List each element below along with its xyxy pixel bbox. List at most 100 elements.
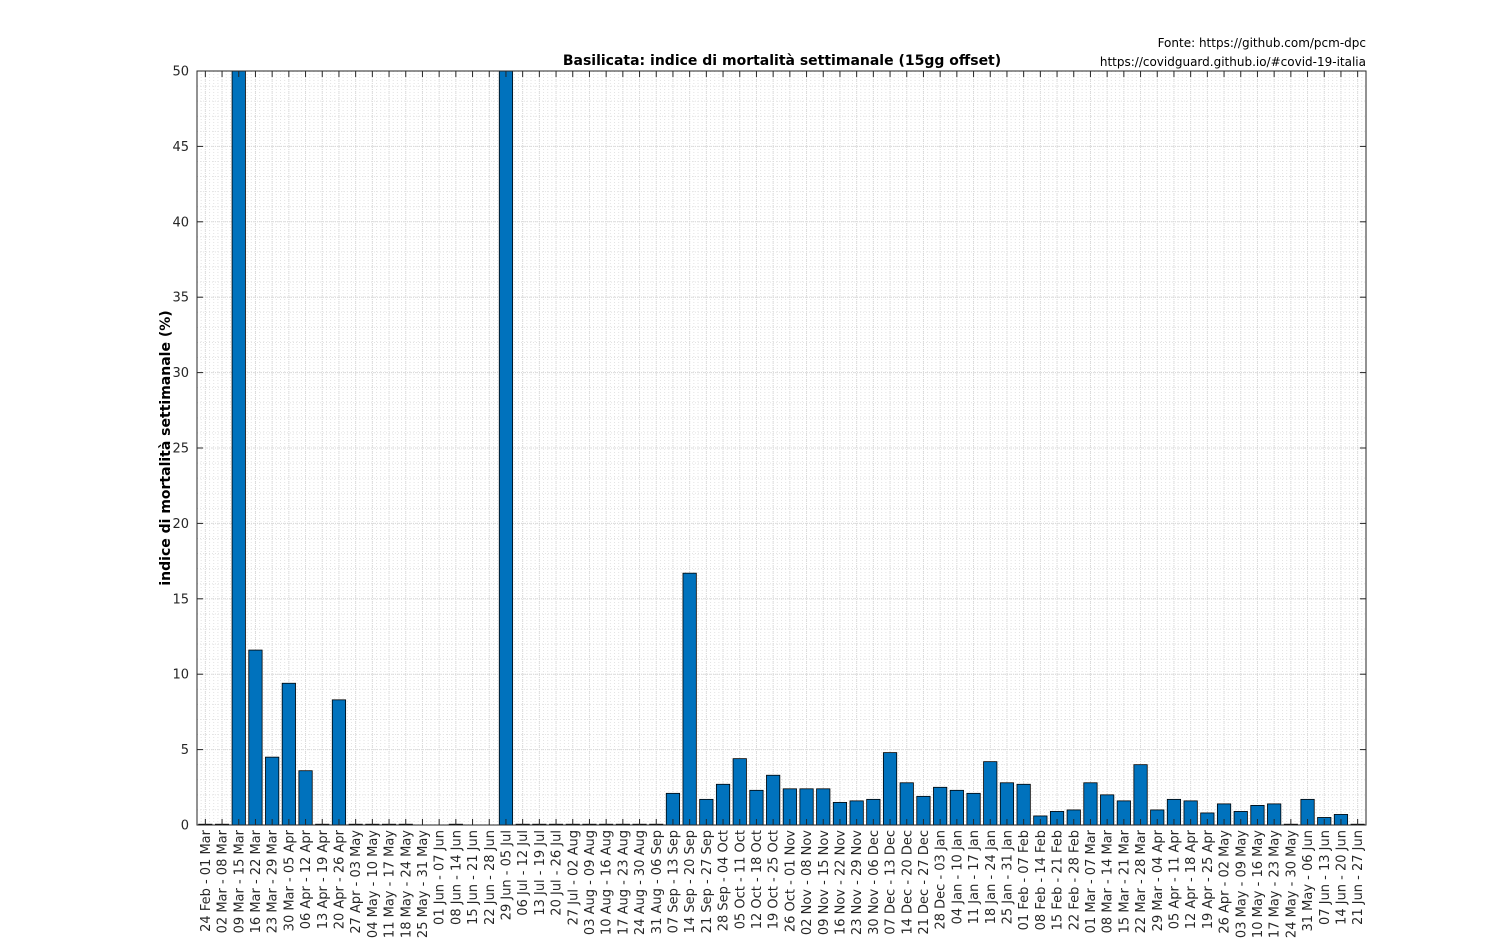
bar <box>1133 764 1148 826</box>
bar <box>766 774 781 826</box>
x-tick-label: 14 Dec - 20 Dec <box>900 830 915 935</box>
x-tick-label: 17 May - 23 May <box>1268 830 1283 938</box>
x-tick-label: 24 May - 30 May <box>1284 830 1299 938</box>
x-tick-label: 03 Aug - 09 Aug <box>583 830 598 935</box>
x-tick-label: 10 Aug - 16 Aug <box>600 830 615 935</box>
x-tick-label: 27 Apr - 03 May <box>349 830 364 934</box>
bar <box>682 572 697 826</box>
bar <box>999 782 1015 826</box>
x-tick-label: 20 Jul - 26 Jul <box>550 830 565 916</box>
x-tick-label: 04 Jan - 10 Jan <box>950 830 965 924</box>
x-tick-label: 13 Jul - 19 Jul <box>533 830 548 916</box>
x-tick-label: 26 Apr - 02 May <box>1218 830 1233 934</box>
y-tick-label: 20 <box>172 517 189 532</box>
bar <box>983 761 998 826</box>
x-tick-label: 13 Apr - 19 Apr <box>316 829 331 929</box>
x-tick-label: 26 Oct - 01 Nov <box>783 830 798 932</box>
x-tick-label: 08 Mar - 14 Mar <box>1101 829 1116 933</box>
bar <box>281 682 296 826</box>
x-tick-label: 23 Mar - 29 Mar <box>266 829 281 933</box>
y-axis-label: indice di mortalità settimanale (%) <box>158 310 174 585</box>
x-tick-labels: 24 Feb - 01 Mar 02 Mar - 08 Mar 09 Mar - 1… <box>199 829 1366 938</box>
x-tick-label: 30 Nov - 06 Dec <box>867 830 882 935</box>
x-tick-label: 28 Dec - 03 Jan <box>934 830 949 930</box>
source-line-2: https://covidguard.github.io/#covid-19-i… <box>1100 55 1366 69</box>
y-tick-label: 5 <box>181 743 189 758</box>
bar <box>882 752 898 826</box>
x-tick-label: 08 Feb - 14 Feb <box>1034 830 1049 930</box>
y-tick-label: 0 <box>181 819 189 834</box>
x-tick-label: 21 Sep - 27 Sep <box>700 830 715 933</box>
chart-title: Basilicata: indice di mortalità settiman… <box>563 53 1001 69</box>
x-tick-label: 01 Mar - 07 Mar <box>1084 829 1099 933</box>
bar-series <box>198 70 1365 826</box>
bar <box>498 70 514 826</box>
major-grid <box>197 70 1366 826</box>
x-tick-label: 10 May - 16 May <box>1251 830 1266 938</box>
bar <box>298 770 313 826</box>
x-tick-label: 05 Oct - 11 Oct <box>733 830 748 929</box>
x-tick-label: 07 Sep - 13 Sep <box>666 830 681 933</box>
x-tick-label: 14 Jun - 20 Jun <box>1334 830 1349 925</box>
x-tick-label: 07 Jun - 13 Jun <box>1318 830 1333 925</box>
bar <box>331 699 347 826</box>
x-tick-label: 07 Dec - 13 Dec <box>884 830 899 935</box>
x-tick-label: 21 Jun - 27 Jun <box>1351 830 1366 925</box>
bar <box>265 756 280 826</box>
x-tick-label: 04 May - 10 May <box>366 830 381 938</box>
y-tick-label: 30 <box>172 366 189 381</box>
x-tick-label: 31 May - 06 Jun <box>1301 830 1316 932</box>
x-tick-label: 09 Mar - 15 Mar <box>232 829 247 933</box>
x-tick-label: 29 Jun - 05 Jul <box>499 830 514 920</box>
x-tick-label: 22 Mar - 28 Mar <box>1134 829 1149 933</box>
x-tick-label: 21 Dec - 27 Dec <box>917 830 932 935</box>
x-tick-label: 15 Jun - 21 Jun <box>466 830 481 925</box>
x-tick-label: 11 Jan - 17 Jan <box>967 830 982 924</box>
x-tick-label: 24 Feb - 01 Mar <box>199 829 214 932</box>
bar <box>899 782 914 826</box>
axes <box>196 70 1367 826</box>
x-tick-label: 31 Aug - 06 Sep <box>650 830 665 934</box>
x-tick-label: 29 Mar - 04 Apr <box>1151 829 1166 931</box>
y-tick-labels: 0 5 10 15 20 25 30 35 40 45 50 <box>172 65 189 834</box>
y-tick-label: 15 <box>172 592 189 607</box>
x-tick-label: 16 Nov - 22 Nov <box>833 830 848 935</box>
bar <box>1083 782 1098 826</box>
x-tick-label: 06 Apr - 12 Apr <box>299 829 314 929</box>
x-tick-label: 22 Feb - 28 Feb <box>1067 830 1082 930</box>
x-tick-label: 06 Jul - 12 Jul <box>516 830 531 916</box>
bar <box>1016 783 1031 826</box>
y-tick-label: 25 <box>172 442 189 457</box>
x-tick-label: 22 Jun - 28 Jun <box>483 830 498 925</box>
x-tick-label: 25 May - 31 May <box>416 830 431 938</box>
x-tick-label: 23 Nov - 29 Nov <box>850 830 865 935</box>
bar <box>231 70 246 826</box>
x-tick-label: 14 Sep - 20 Sep <box>683 830 698 933</box>
x-tick-label: 24 Aug - 30 Aug <box>633 830 648 935</box>
y-tick-label: 45 <box>172 140 189 155</box>
y-tick-label: 50 <box>172 65 189 80</box>
x-tick-label: 18 Jan - 24 Jan <box>984 830 999 924</box>
x-tick-label: 11 May - 17 May <box>383 830 398 938</box>
x-tick-label: 16 Mar - 22 Mar <box>249 829 264 933</box>
x-tick-label: 12 Apr - 18 Apr <box>1184 829 1199 929</box>
bar <box>732 758 747 826</box>
x-tick-label: 19 Apr - 25 Apr <box>1201 829 1216 929</box>
x-tick-label: 15 Feb - 21 Feb <box>1051 830 1066 930</box>
x-tick-label: 12 Oct - 18 Oct <box>750 830 765 929</box>
bar <box>248 649 263 826</box>
x-tick-label: 01 Feb - 07 Feb <box>1017 830 1032 930</box>
x-tick-label: 01 Jun - 07 Jun <box>433 830 448 925</box>
y-tick-label: 40 <box>172 215 189 230</box>
x-tick-label: 09 Nov - 15 Nov <box>817 830 832 935</box>
x-tick-label: 02 Nov - 08 Nov <box>800 830 815 935</box>
x-tick-label: 28 Sep - 04 Oct <box>717 830 732 931</box>
x-tick-label: 19 Oct - 25 Oct <box>767 830 782 929</box>
bar <box>715 783 731 826</box>
x-tick-label: 03 May - 09 May <box>1234 830 1249 938</box>
x-tick-label: 08 Jun - 14 Jun <box>449 830 464 925</box>
x-tick-label: 30 Mar - 05 Apr <box>282 829 297 931</box>
x-tick-label: 05 Apr - 11 Apr <box>1167 829 1182 929</box>
x-tick-label: 15 Mar - 21 Mar <box>1117 829 1132 933</box>
